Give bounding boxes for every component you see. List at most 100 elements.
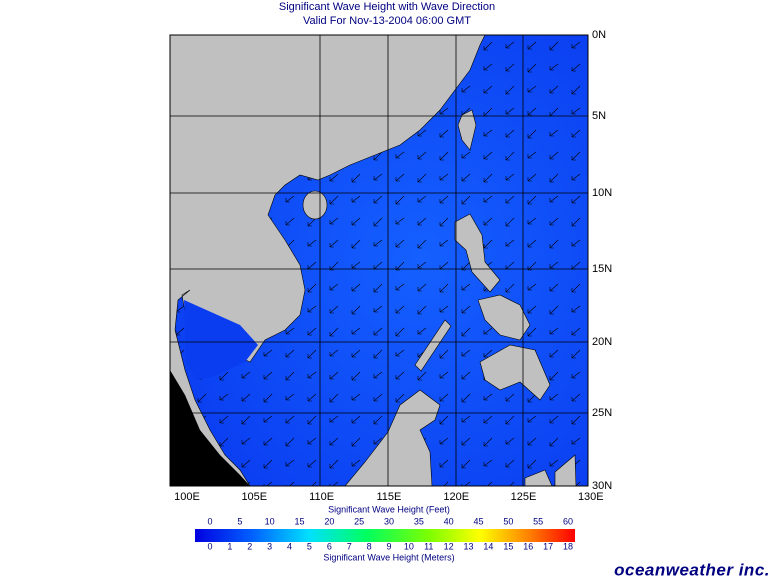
wave-arrow <box>439 217 449 227</box>
feet-label: 20 <box>324 516 334 526</box>
borneo <box>344 389 441 486</box>
wave-arrow <box>527 459 537 469</box>
wave-arrow <box>549 85 559 94</box>
meters-label: 18 <box>563 541 573 551</box>
wave-arrow <box>527 63 537 73</box>
wave-arrow <box>241 371 251 379</box>
meters-label: 8 <box>367 541 372 551</box>
wave-arrow <box>505 481 515 486</box>
lat-label: 15N <box>592 263 612 275</box>
wave-arrow <box>527 415 537 423</box>
wave-arrow <box>373 415 383 425</box>
wave-arrow <box>373 371 383 379</box>
visayas <box>477 294 531 341</box>
hainan <box>302 190 328 220</box>
wave-arrow <box>505 437 515 445</box>
feet-label: 30 <box>384 516 394 526</box>
lon-label: 125E <box>511 491 537 503</box>
feet-label: 60 <box>563 516 573 526</box>
wave-arrow <box>395 217 405 225</box>
wave-arrow <box>285 327 295 335</box>
wave-arrow <box>527 151 537 159</box>
wave-arrow <box>439 371 449 379</box>
wave-arrow <box>461 305 471 314</box>
wave-arrow <box>439 481 449 486</box>
wave-arrow <box>505 283 515 293</box>
graticule <box>170 35 588 486</box>
wave-arrow <box>483 41 493 51</box>
wave-arrow <box>395 305 405 314</box>
lat-label: 5N <box>592 110 606 122</box>
wave-arrow <box>307 393 317 402</box>
wave-arrow <box>351 437 361 447</box>
wave-arrow <box>329 415 339 423</box>
wave-arrow <box>439 239 449 247</box>
logo: oceanweather inc. <box>614 560 770 579</box>
wave-arrow <box>549 305 559 315</box>
wave-arrow <box>219 415 229 424</box>
wave-arrow <box>307 305 317 313</box>
wave-arrow <box>439 107 449 115</box>
wave-arrow <box>351 459 361 467</box>
wave-arrow <box>549 63 559 71</box>
wave-arrow <box>571 129 581 138</box>
feet-label: 40 <box>444 516 454 526</box>
wave-arrow <box>483 415 493 424</box>
wave-arrow <box>307 371 317 379</box>
halmahera <box>554 454 577 486</box>
wave-arrow <box>263 437 273 446</box>
wave-arrow <box>505 173 515 181</box>
luzon <box>454 213 501 293</box>
wave-arrow <box>461 437 471 446</box>
wave-arrow <box>329 283 339 291</box>
feet-label: 35 <box>414 516 424 526</box>
lon-label: 110E <box>309 491 334 503</box>
wave-arrow <box>439 349 449 359</box>
wave-arrow <box>483 173 493 183</box>
wave-arrow <box>505 239 515 247</box>
wave-arrow <box>439 305 449 313</box>
wave-arrow <box>285 393 295 401</box>
meters-label: 7 <box>347 541 352 551</box>
wave-arrow <box>439 459 449 468</box>
wave-arrow <box>505 393 515 402</box>
wave-arrow <box>571 481 581 486</box>
wave-arrow <box>527 305 537 314</box>
lon-label: 130E <box>578 491 604 503</box>
wave-arrow <box>329 239 339 248</box>
wave-arrow <box>571 41 581 49</box>
wave-arrow <box>461 481 471 486</box>
wave-arrow <box>395 151 405 159</box>
wave-arrow <box>549 327 559 335</box>
wave-arrow <box>571 63 581 72</box>
wave-arrow <box>549 437 559 447</box>
meters-label: 4 <box>287 541 292 551</box>
map-frame <box>169 34 589 487</box>
wave-arrow <box>351 371 361 381</box>
wave-arrow <box>439 151 449 161</box>
wave-arrow <box>483 393 493 401</box>
wave-arrow <box>505 415 515 425</box>
wave-arrow <box>219 437 229 447</box>
wave-arrow <box>373 217 383 227</box>
wave-arrow <box>263 371 273 380</box>
wave-arrow <box>373 239 383 247</box>
wave-arrow <box>483 327 493 335</box>
colorbar <box>195 529 575 542</box>
feet-title: Significant Wave Height (Feet) <box>328 504 450 514</box>
meters-label: 13 <box>464 541 474 551</box>
wave-arrow <box>417 195 427 203</box>
wave-arrow <box>571 283 581 293</box>
wave-arrow <box>505 107 515 115</box>
wave-arrow <box>241 459 251 468</box>
wave-arrow <box>395 349 405 357</box>
wave-arrow <box>549 371 559 381</box>
meters-label: 2 <box>247 541 252 551</box>
meters-label: 15 <box>503 541 513 551</box>
feet-label: 55 <box>533 516 543 526</box>
wave-arrow <box>329 173 339 182</box>
wave-arrow <box>263 349 273 357</box>
meters-label: 12 <box>444 541 454 551</box>
meters-label: 17 <box>543 541 553 551</box>
wave-arrow <box>285 195 295 203</box>
